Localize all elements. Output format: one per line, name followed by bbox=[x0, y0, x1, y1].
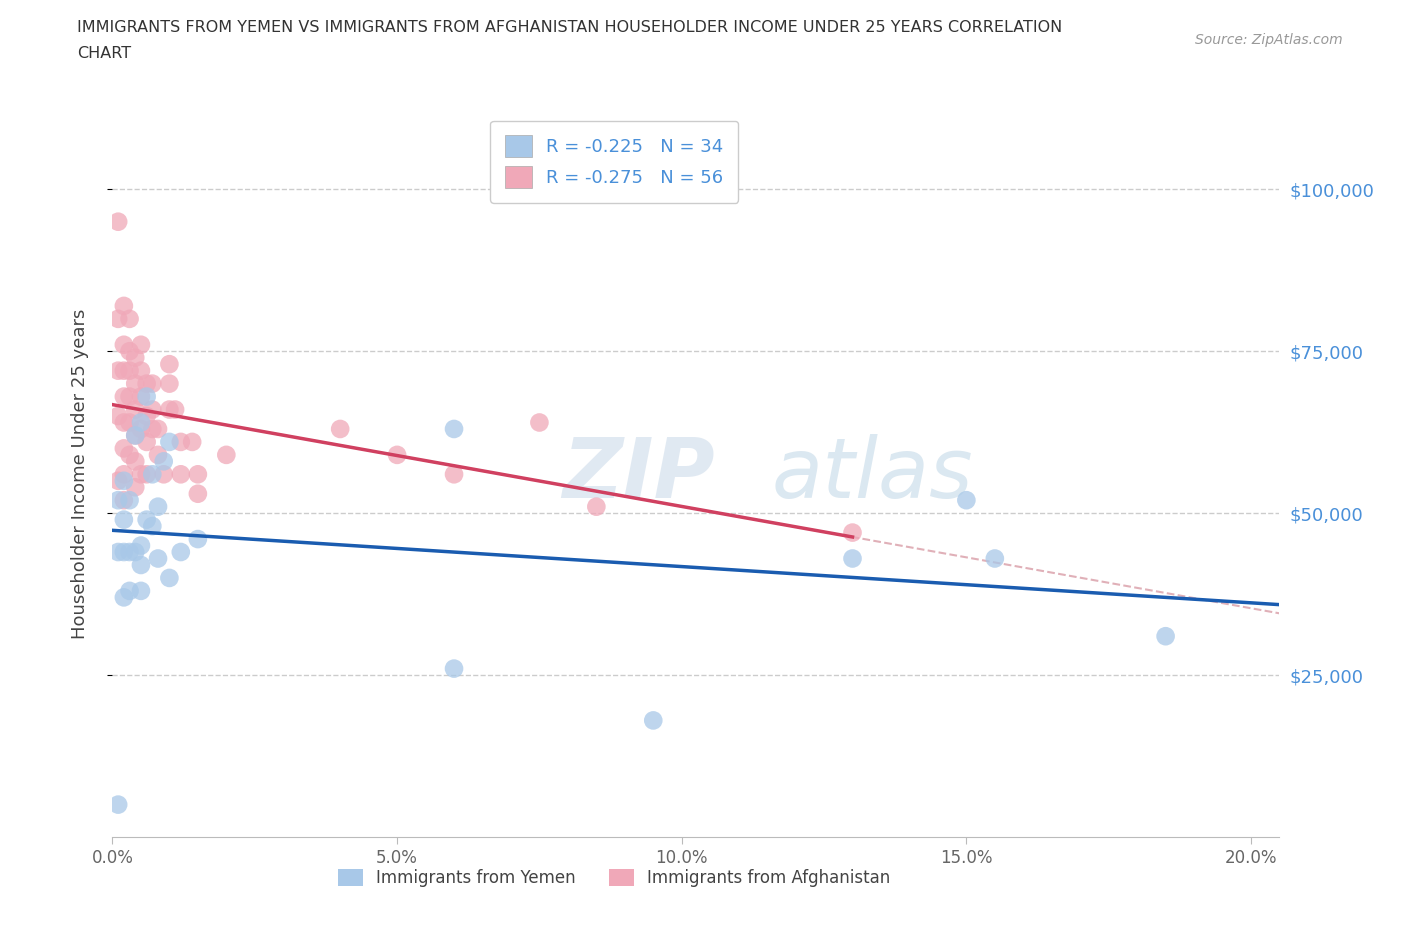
Point bbox=[187, 486, 209, 501]
Point bbox=[124, 351, 146, 365]
Point bbox=[443, 467, 465, 482]
Point bbox=[135, 434, 157, 449]
Point bbox=[841, 551, 863, 566]
Point bbox=[141, 402, 163, 417]
Point bbox=[135, 377, 157, 392]
Point bbox=[146, 421, 169, 436]
Point bbox=[157, 570, 180, 585]
Point bbox=[141, 421, 163, 436]
Point bbox=[124, 428, 146, 443]
Point bbox=[187, 467, 209, 482]
Point bbox=[112, 441, 135, 456]
Text: ZIP: ZIP bbox=[562, 433, 714, 515]
Point bbox=[165, 402, 187, 417]
Point bbox=[107, 493, 129, 508]
Point bbox=[118, 583, 141, 598]
Point bbox=[124, 454, 146, 469]
Point bbox=[112, 545, 135, 560]
Point bbox=[135, 389, 157, 404]
Point bbox=[157, 357, 180, 372]
Point bbox=[107, 473, 129, 488]
Point bbox=[152, 454, 174, 469]
Point bbox=[146, 447, 169, 462]
Point bbox=[112, 493, 135, 508]
Point bbox=[443, 661, 465, 676]
Point bbox=[124, 480, 146, 495]
Point bbox=[146, 551, 169, 566]
Point bbox=[385, 447, 408, 462]
Point bbox=[107, 214, 129, 229]
Point bbox=[129, 538, 152, 553]
Point bbox=[135, 512, 157, 527]
Point bbox=[585, 499, 607, 514]
Point bbox=[135, 467, 157, 482]
Point bbox=[129, 364, 152, 379]
Point bbox=[118, 493, 141, 508]
Text: atlas: atlas bbox=[772, 433, 973, 515]
Point bbox=[118, 344, 141, 359]
Point bbox=[124, 428, 146, 443]
Point bbox=[112, 590, 135, 604]
Text: CHART: CHART bbox=[77, 46, 131, 61]
Point bbox=[112, 299, 135, 313]
Point bbox=[955, 493, 977, 508]
Point bbox=[170, 545, 193, 560]
Point bbox=[329, 421, 352, 436]
Text: IMMIGRANTS FROM YEMEN VS IMMIGRANTS FROM AFGHANISTAN HOUSEHOLDER INCOME UNDER 25: IMMIGRANTS FROM YEMEN VS IMMIGRANTS FROM… bbox=[77, 20, 1063, 35]
Point bbox=[107, 364, 129, 379]
Point bbox=[152, 467, 174, 482]
Point bbox=[118, 415, 141, 430]
Y-axis label: Householder Income Under 25 years: Householder Income Under 25 years bbox=[70, 309, 89, 640]
Point bbox=[112, 415, 135, 430]
Point bbox=[107, 545, 129, 560]
Point bbox=[129, 415, 152, 430]
Point bbox=[124, 545, 146, 560]
Point bbox=[118, 389, 141, 404]
Legend: Immigrants from Yemen, Immigrants from Afghanistan: Immigrants from Yemen, Immigrants from A… bbox=[332, 862, 897, 894]
Point bbox=[984, 551, 1007, 566]
Point bbox=[215, 447, 238, 462]
Point bbox=[107, 312, 129, 326]
Point bbox=[112, 364, 135, 379]
Point bbox=[118, 545, 141, 560]
Point bbox=[118, 364, 141, 379]
Point bbox=[107, 408, 129, 423]
Point bbox=[146, 499, 169, 514]
Point bbox=[187, 532, 209, 547]
Point bbox=[112, 473, 135, 488]
Point bbox=[107, 797, 129, 812]
Text: Source: ZipAtlas.com: Source: ZipAtlas.com bbox=[1195, 33, 1343, 46]
Point bbox=[443, 421, 465, 436]
Point bbox=[135, 408, 157, 423]
Point bbox=[170, 434, 193, 449]
Point bbox=[1154, 629, 1177, 644]
Point bbox=[129, 421, 152, 436]
Point bbox=[157, 402, 180, 417]
Point bbox=[181, 434, 204, 449]
Point bbox=[112, 512, 135, 527]
Point bbox=[643, 713, 665, 728]
Point bbox=[124, 377, 146, 392]
Point bbox=[118, 312, 141, 326]
Point bbox=[141, 519, 163, 534]
Point bbox=[112, 389, 135, 404]
Point bbox=[118, 447, 141, 462]
Point bbox=[112, 467, 135, 482]
Point bbox=[529, 415, 551, 430]
Point bbox=[129, 389, 152, 404]
Point bbox=[129, 338, 152, 352]
Point bbox=[170, 467, 193, 482]
Point bbox=[129, 467, 152, 482]
Point bbox=[141, 377, 163, 392]
Point bbox=[841, 525, 863, 540]
Point bbox=[129, 558, 152, 573]
Point bbox=[141, 467, 163, 482]
Point bbox=[112, 338, 135, 352]
Point bbox=[157, 434, 180, 449]
Point bbox=[124, 402, 146, 417]
Point bbox=[157, 377, 180, 392]
Point bbox=[129, 583, 152, 598]
